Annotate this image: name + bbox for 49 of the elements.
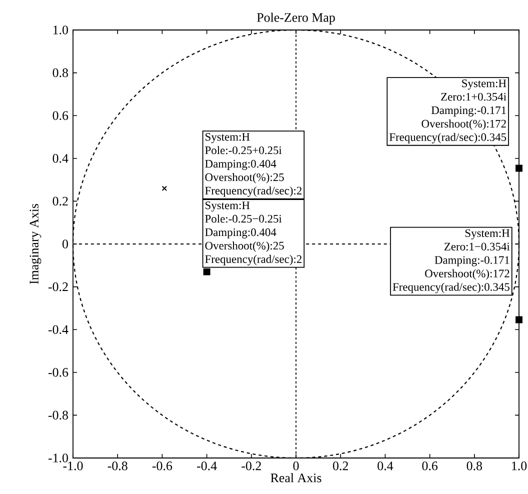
x-tick-label: -0.2 (242, 462, 261, 470)
x-axis-title: Real Axis (270, 473, 322, 482)
x-tick-label: -1.0 (63, 462, 83, 470)
annotation: Frequency(rad/sec):0.345 (389, 132, 506, 144)
y-tick-label: -0.6 (48, 368, 68, 377)
x-tick-label: 1.0 (512, 462, 527, 470)
annotation: Overshoot(%):172 (422, 120, 506, 130)
y-tick-label: -0.2 (48, 282, 68, 292)
y-tick-label: 0.6 (52, 111, 68, 120)
point (203, 268, 210, 276)
point (162, 186, 168, 191)
annotation: Damping:-0.171 (431, 106, 506, 116)
x-tick-label: -0.8 (108, 462, 128, 470)
annotation: Pole:-0.25+0.25i (205, 146, 282, 154)
annotation: Frequency(rad/sec):2 (205, 254, 302, 266)
y-tick-label: 0.2 (52, 196, 68, 206)
x-tick-label: -0.4 (197, 462, 217, 470)
annotation: Damping:0.404 (205, 228, 276, 238)
annotation: Zero:1−0.354i (444, 242, 510, 251)
annotation: Frequency(rad/sec):2 (205, 186, 302, 197)
annotation: System:H (206, 133, 250, 144)
annotation: System:H (465, 229, 510, 240)
y-tick-label: -1.0 (48, 454, 68, 462)
annotation: Damping:0.404 (205, 160, 276, 170)
annotation: Zero:1+0.354i (441, 92, 506, 101)
annotation: Overshoot(%):172 (425, 269, 510, 280)
chart-title: Pole-Zero Map (256, 12, 335, 24)
y-axis-title: Imaginary Axis (30, 204, 42, 284)
annotation: Overshoot(%):25 (205, 241, 284, 252)
annotation: Frequency(rad/sec):0.345 (392, 282, 510, 294)
point (516, 164, 522, 172)
y-tick-label: 0.8 (52, 68, 68, 78)
y-tick-label: -0.8 (48, 410, 68, 420)
point (516, 316, 522, 324)
x-tick-label: -0.6 (152, 462, 172, 470)
annotation: System:H (462, 80, 506, 90)
x-tick-label: 0.8 (466, 462, 482, 470)
x-tick-label: 0 (293, 462, 299, 470)
annotation: Overshoot(%):25 (205, 173, 284, 184)
y-tick-label: 0.4 (52, 154, 68, 163)
y-tick-label: -0.4 (48, 325, 68, 334)
x-tick-label: 0.2 (333, 462, 348, 470)
y-tick-label: 1.0 (53, 26, 68, 34)
x-tick-label: 0.4 (378, 462, 394, 470)
annotation: System:H (206, 202, 250, 212)
y-tick-label: 0 (62, 240, 68, 248)
annotation: Damping:-0.171 (434, 256, 510, 266)
annotation: Pole:-0.25−0.25i (205, 214, 282, 223)
x-tick-label: 0.6 (422, 462, 438, 470)
